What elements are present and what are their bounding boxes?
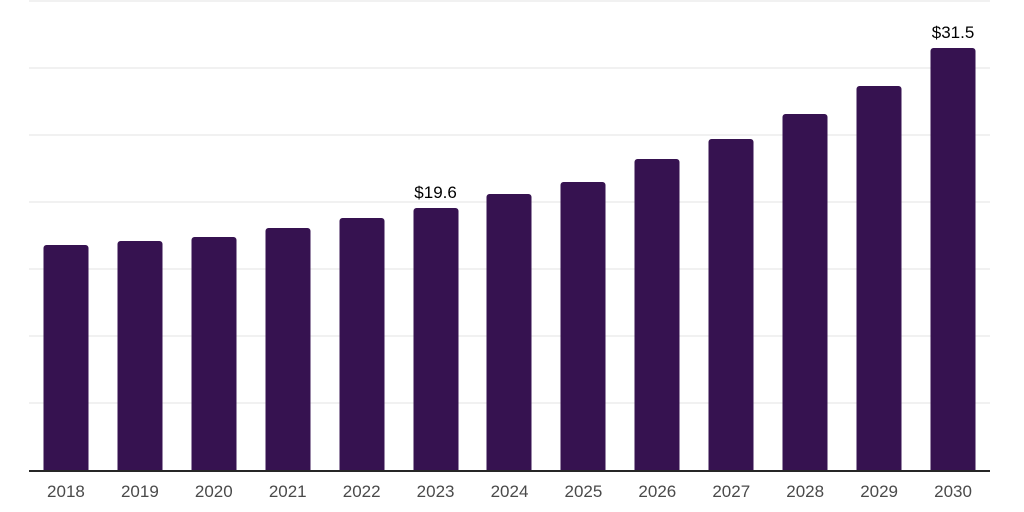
bar-band-2026 bbox=[620, 0, 694, 470]
bar-2018 bbox=[43, 245, 89, 470]
x-tick-label-2028: 2028 bbox=[786, 482, 825, 501]
plot-area: $19.6 $31.5 bbox=[29, 0, 990, 472]
x-axis-labels: 2018 2019 2020 2021 2022 2023 2024 2025 2026 2027… bbox=[29, 483, 990, 500]
bar-band-2022 bbox=[325, 0, 399, 470]
bar-2022 bbox=[339, 218, 385, 470]
x-tick-label-2023: 2023 bbox=[416, 482, 455, 501]
bar-band-2019 bbox=[103, 0, 177, 470]
bar-2020 bbox=[191, 237, 237, 470]
bar-band-2018 bbox=[29, 0, 103, 470]
bar-2023 bbox=[413, 207, 459, 470]
gridline-30 bbox=[29, 67, 990, 70]
x-tick-label-2026: 2026 bbox=[638, 482, 677, 501]
x-tick-label-2022: 2022 bbox=[342, 482, 381, 501]
bar-2021 bbox=[265, 227, 311, 470]
bar-2029 bbox=[856, 85, 902, 470]
bar-value-label-2030: $31.5 bbox=[931, 23, 975, 43]
bar-2028 bbox=[782, 113, 828, 470]
x-tick-label-2024: 2024 bbox=[490, 482, 529, 501]
x-tick-label-2029: 2029 bbox=[860, 482, 899, 501]
bar-2024 bbox=[486, 194, 532, 470]
bar-band-2023: $19.6 bbox=[399, 0, 473, 470]
bar-band-2020 bbox=[177, 0, 251, 470]
gridline-25 bbox=[29, 134, 990, 137]
bar-series: $19.6 $31.5 bbox=[29, 0, 990, 470]
bar-2025 bbox=[560, 182, 606, 470]
bar-2030 bbox=[930, 48, 976, 470]
x-axis-line bbox=[29, 470, 990, 472]
bar-band-2027 bbox=[694, 0, 768, 470]
x-tick-label-2027: 2027 bbox=[712, 482, 751, 501]
bar-2026 bbox=[634, 159, 680, 470]
bar-band-2030: $31.5 bbox=[916, 0, 990, 470]
x-tick-label-2019: 2019 bbox=[120, 482, 159, 501]
bar-band-2025 bbox=[546, 0, 620, 470]
bar-band-2021 bbox=[251, 0, 325, 470]
bar-value-label-2023: $19.6 bbox=[414, 182, 457, 202]
x-tick-label-2030: 2030 bbox=[934, 482, 972, 501]
bar-2019 bbox=[117, 241, 163, 470]
x-tick-label-2020: 2020 bbox=[194, 482, 233, 501]
x-tick-label-2025: 2025 bbox=[564, 482, 603, 501]
gridline-35 bbox=[29, 0, 990, 3]
x-tick-label-2021: 2021 bbox=[268, 482, 307, 501]
bar-band-2024 bbox=[473, 0, 547, 470]
bar-band-2028 bbox=[768, 0, 842, 470]
x-tick-label-2018: 2018 bbox=[47, 482, 85, 501]
bar-band-2029 bbox=[842, 0, 916, 470]
bar-2027 bbox=[708, 139, 754, 470]
